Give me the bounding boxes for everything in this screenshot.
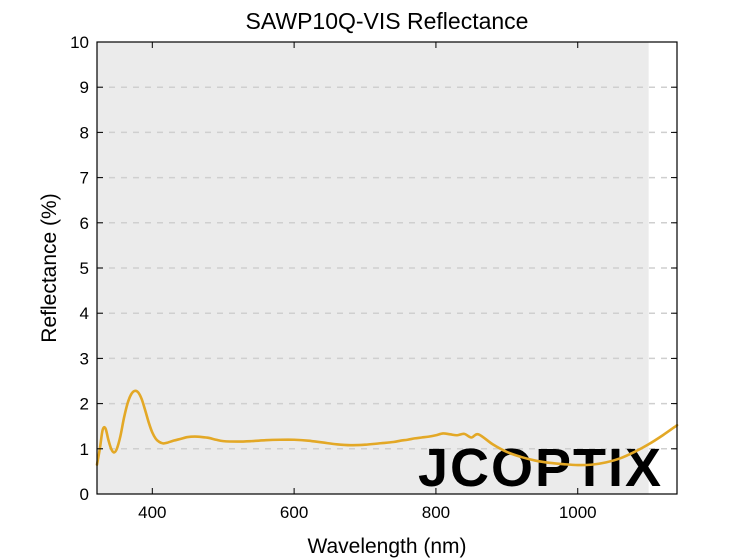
y-tick-label: 5 (80, 259, 89, 278)
gridlines (97, 86, 677, 450)
x-tick-label: 600 (280, 503, 308, 522)
x-tick-labels: 400 600 800 1000 (138, 503, 597, 522)
y-tick-labels: 0 1 2 3 4 5 6 7 8 9 10 (70, 33, 89, 504)
y-tick-label: 1 (80, 440, 89, 459)
reflectance-line (95, 389, 679, 467)
y-tick-label: 10 (70, 33, 89, 52)
y-tick-label: 9 (80, 78, 89, 97)
y-tick-label: 4 (80, 304, 89, 323)
y-tick-label: 2 (80, 395, 89, 414)
y-tick-label: 8 (80, 123, 89, 142)
x-tick-label: 800 (422, 503, 450, 522)
y-tick-label: 7 (80, 169, 89, 188)
y-axis-label: Reflectance (%) (38, 193, 61, 342)
y-tick-label: 3 (80, 349, 89, 368)
x-tick-label: 400 (138, 503, 166, 522)
watermark: JCOPTIX (418, 438, 663, 498)
y-tick-label: 0 (80, 485, 89, 504)
chart-title: SAWP10Q-VIS Reflectance (246, 8, 529, 34)
x-axis-label: Wavelength (nm) (307, 535, 466, 558)
tick-marks (97, 41, 677, 495)
y-tick-label: 6 (80, 214, 89, 233)
x-tick-label: 1000 (559, 503, 597, 522)
